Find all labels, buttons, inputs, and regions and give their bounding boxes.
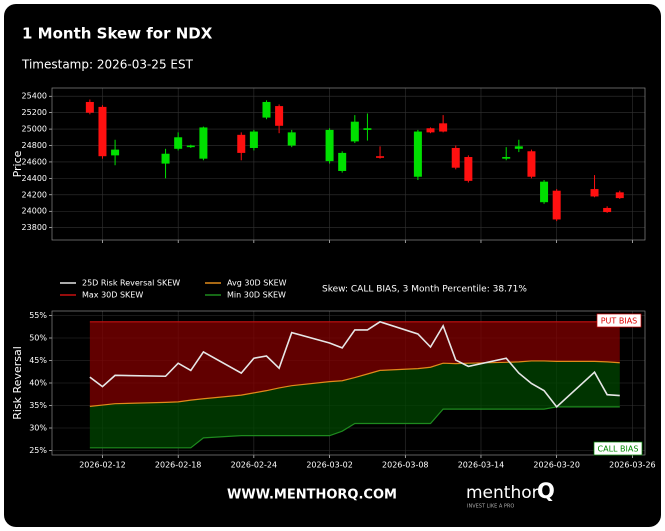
candle-body — [174, 137, 183, 149]
candle-body — [199, 127, 208, 159]
y-tick-label: 24000 — [22, 207, 47, 216]
candle-body — [287, 132, 296, 146]
series-line — [89, 406, 620, 449]
x-tick-label: 2026-02-24 — [231, 461, 278, 470]
candle-body — [502, 157, 511, 159]
plot-frame — [51, 87, 646, 241]
candle-body — [98, 106, 107, 157]
y-tick-label: 50% — [29, 334, 47, 343]
x-tick-label: 2026-02-18 — [155, 461, 202, 470]
y-tick-label: 24800 — [22, 141, 47, 150]
y-tick-label: 35% — [29, 401, 47, 410]
candle-body — [350, 121, 359, 142]
x-tick-label: 2026-03-08 — [382, 461, 429, 470]
candle-body — [590, 189, 599, 197]
candle-body — [413, 131, 422, 177]
candle-body — [325, 129, 334, 162]
y-tick-label: 25% — [29, 446, 47, 455]
x-tick-label: 2026-03-14 — [458, 461, 505, 470]
candle-body — [262, 101, 271, 118]
band-fill — [89, 321, 620, 407]
subtitle: Timestamp: 2026-03-25 EST — [21, 58, 194, 72]
candle-body — [186, 145, 195, 148]
candle-body — [85, 101, 94, 113]
candle-body — [111, 149, 120, 156]
y-tick-label: 55% — [29, 311, 47, 320]
y-tick-label: 25200 — [22, 108, 47, 117]
tagline: INVEST LIKE A PRO — [467, 504, 514, 510]
series-line — [89, 320, 620, 409]
candle-body — [527, 151, 536, 177]
series-line — [89, 360, 620, 407]
call-bias: CALL BIAS — [598, 445, 639, 454]
legend-label: Max 30D SKEW — [82, 291, 143, 300]
band-fill — [89, 360, 620, 448]
candle-body — [161, 153, 170, 164]
x-tick-label: 2026-03-20 — [533, 461, 580, 470]
legend-label: 25D Risk Reversal SKEW — [82, 279, 180, 288]
x-tick-label: 2026-03-02 — [306, 461, 353, 470]
call-bias-box — [593, 441, 643, 456]
brand: menthor — [466, 483, 539, 503]
legend-label: Avg 30D SKEW — [227, 279, 287, 288]
legend-label: Min 30D SKEW — [227, 291, 286, 300]
y-tick-label: 24200 — [22, 190, 47, 199]
candle-body — [237, 134, 246, 153]
candle-body — [426, 128, 435, 133]
put-bias: PUT BIAS — [601, 317, 638, 326]
candle-body — [275, 106, 284, 126]
candle-body — [615, 192, 624, 199]
website: WWW.MENTHORQ.COM — [227, 488, 397, 503]
plot-frame — [51, 310, 646, 456]
candle-body — [363, 128, 372, 130]
y-axis-label: Risk Reversal — [11, 346, 24, 420]
y-axis-label: Price — [11, 150, 24, 177]
candle-body — [249, 131, 258, 148]
brand-mark: Q — [537, 479, 555, 503]
candle-body — [603, 207, 612, 213]
put-bias-box — [596, 313, 642, 328]
candle-body — [552, 190, 561, 220]
title: 1 Month Skew for NDX — [22, 25, 213, 43]
y-tick-label: 25000 — [22, 125, 47, 134]
y-tick-label: 24600 — [22, 157, 47, 166]
candle-body — [464, 157, 473, 181]
y-tick-label: 25400 — [22, 92, 47, 101]
candle-body — [514, 146, 523, 149]
y-tick-label: 30% — [29, 424, 47, 433]
x-tick-label: 2026-03-26 — [609, 461, 656, 470]
annotation: Skew: CALL BIAS, 3 Month Percentile: 38.… — [322, 285, 527, 295]
y-tick-label: 23800 — [22, 223, 47, 232]
y-tick-label: 24400 — [22, 174, 47, 183]
candle-body — [338, 152, 347, 171]
y-tick-label: 45% — [29, 356, 47, 365]
candle-body — [439, 123, 448, 132]
y-tick-label: 40% — [29, 379, 47, 388]
x-tick-label: 2026-02-12 — [79, 461, 126, 470]
candle-body — [540, 181, 549, 203]
candle-body — [376, 156, 385, 158]
candle-body — [451, 147, 460, 168]
